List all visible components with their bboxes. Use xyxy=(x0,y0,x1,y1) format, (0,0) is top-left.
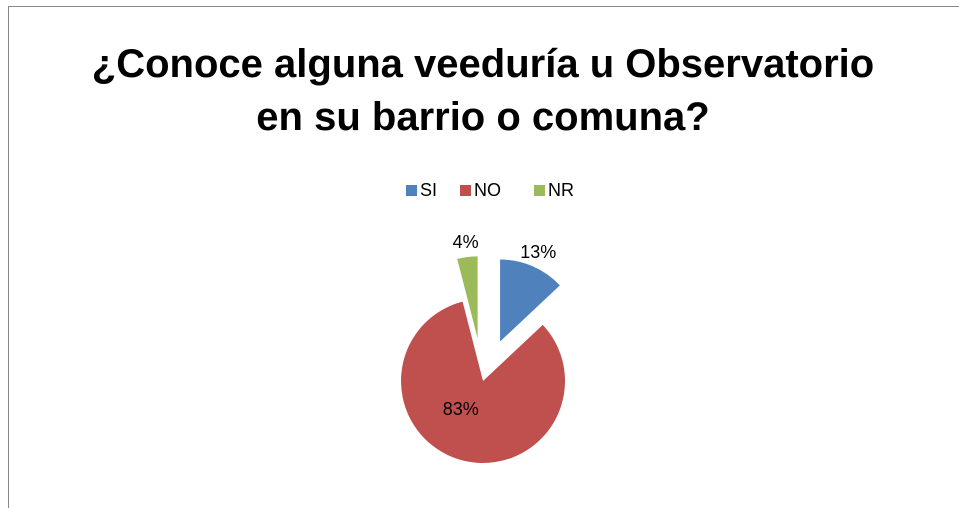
pie-slice xyxy=(500,259,560,342)
chart-border xyxy=(8,6,959,508)
pie-slice xyxy=(401,301,565,463)
legend-label: SI xyxy=(420,180,437,200)
data-label: 4% xyxy=(453,232,479,252)
data-label: 13% xyxy=(520,242,556,262)
chart-title: ¿Conoce alguna veeduría u Observatorio e… xyxy=(91,42,875,139)
legend-label: NO xyxy=(474,180,501,200)
legend-swatch xyxy=(460,185,471,196)
pie-slice xyxy=(457,256,478,339)
legend-swatch xyxy=(406,185,417,196)
legend-swatch xyxy=(534,185,545,196)
data-label: 83% xyxy=(443,399,479,419)
legend-label: NR xyxy=(548,180,574,200)
